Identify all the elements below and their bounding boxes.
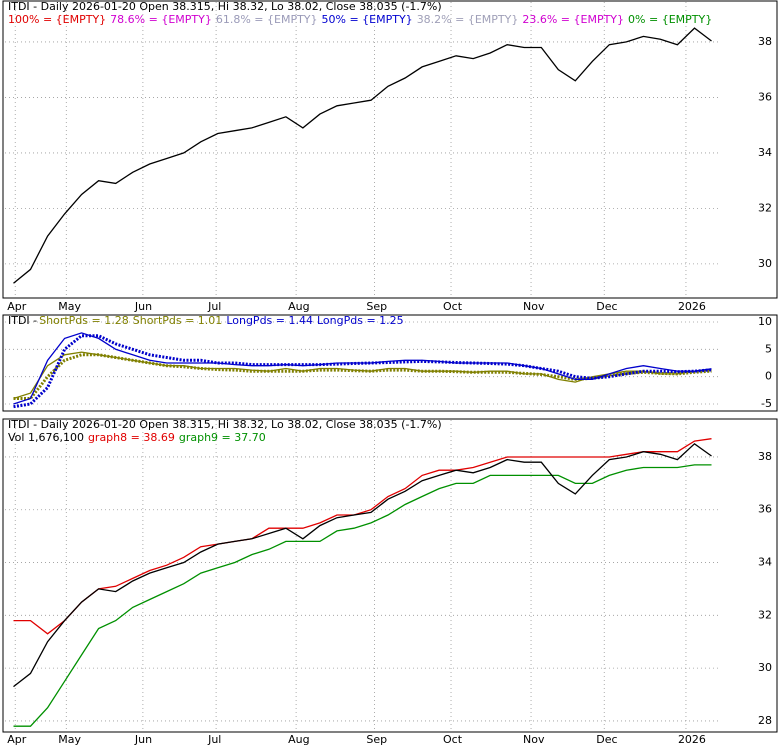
x-tick-label: Sep <box>366 300 387 313</box>
legend-entry: 78.6% = {EMPTY} <box>110 13 212 26</box>
x-tick-label: 2026 <box>678 733 706 745</box>
legend-entry: ShortPds = 1.28 <box>39 314 129 327</box>
legend-entry: 0% = {EMPTY} <box>628 13 712 26</box>
legend-entry: 23.6% = {EMPTY} <box>522 13 624 26</box>
y-tick-label: 36 <box>758 90 772 103</box>
series-line <box>13 438 712 635</box>
price-line <box>13 27 712 284</box>
y-tick-label: 38 <box>758 450 772 463</box>
panel-frame <box>2 0 778 299</box>
x-tick-label: Aug <box>288 300 309 313</box>
price-line <box>13 442 712 688</box>
legend-entry: LongPds = 1.44 <box>226 314 313 327</box>
y-tick-label: 38 <box>758 35 772 48</box>
series-line <box>13 353 712 400</box>
legend-entry: 61.8% = {EMPTY} <box>216 13 318 26</box>
chart-title: ITDI - Daily 2026-01-20 Open 38.315, Hi … <box>8 0 442 13</box>
x-tick-label: Jun <box>134 300 152 313</box>
x-tick-label: Dec <box>596 733 617 745</box>
x-tick-label: Jul <box>207 733 221 745</box>
x-tick-label: 2026 <box>678 300 706 313</box>
legend-entry: 100% = {EMPTY} <box>8 13 106 26</box>
series-line <box>13 334 712 409</box>
y-tick-label: 36 <box>758 503 772 516</box>
x-tick-label: Apr <box>7 300 27 313</box>
legend-entry: graph8 = 38.69 <box>88 431 175 444</box>
y-tick-label: 28 <box>758 714 772 727</box>
legend-entry: ShortPds = 1.01 <box>133 314 223 327</box>
x-tick-label: Apr <box>7 733 27 745</box>
panel-frame <box>2 418 778 733</box>
x-tick-label: Dec <box>596 300 617 313</box>
x-tick-label: May <box>58 300 81 313</box>
x-tick-label: Jun <box>134 733 152 745</box>
chart-title: ITDI - <box>8 314 37 327</box>
series-line <box>13 464 712 727</box>
y-tick-label: 34 <box>758 146 772 159</box>
x-tick-label: Oct <box>443 733 463 745</box>
y-tick-label: 0 <box>765 370 772 383</box>
x-tick-label: Nov <box>523 300 545 313</box>
x-tick-label: Sep <box>366 733 387 745</box>
y-tick-label: 30 <box>758 661 772 674</box>
y-tick-label: 34 <box>758 556 772 569</box>
series-line <box>13 332 712 405</box>
x-tick-label: Nov <box>523 733 545 745</box>
y-tick-label: 30 <box>758 257 772 270</box>
legend-entry: 50% = {EMPTY} <box>322 13 413 26</box>
chart-title: ITDI - Daily 2026-01-20 Open 38.315, Hi … <box>8 418 442 431</box>
legend-entry: graph9 = 37.70 <box>179 431 266 444</box>
x-tick-label: Oct <box>443 300 463 313</box>
y-tick-label: 5 <box>765 342 772 355</box>
x-tick-label: Jul <box>207 300 221 313</box>
y-tick-label: 32 <box>758 201 772 214</box>
x-tick-label: Aug <box>288 733 309 745</box>
legend-entry: LongPds = 1.25 <box>317 314 404 327</box>
legend-entry: 38.2% = {EMPTY} <box>417 13 519 26</box>
annotation: Vol 1,676,100 <box>8 431 84 444</box>
y-tick-label: -5 <box>761 397 772 410</box>
y-tick-label: 32 <box>758 608 772 621</box>
panel-frame <box>2 314 778 412</box>
y-tick-label: 10 <box>758 315 772 328</box>
x-tick-label: May <box>58 733 81 745</box>
